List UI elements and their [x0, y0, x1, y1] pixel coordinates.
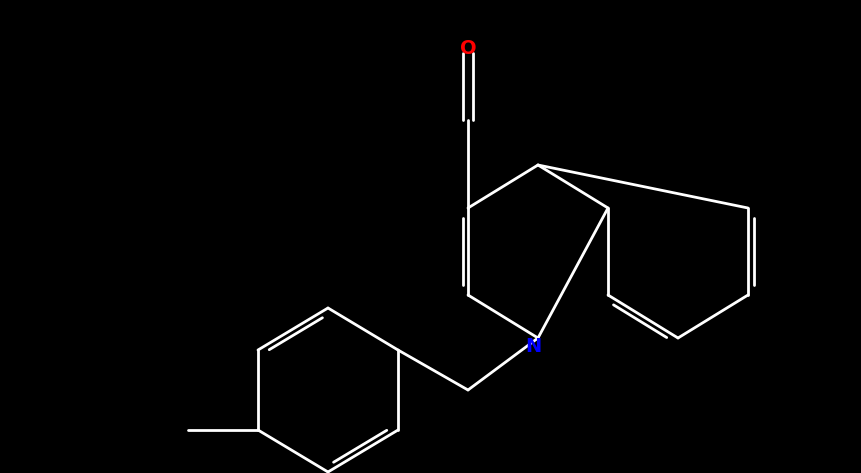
- Text: O: O: [460, 38, 476, 58]
- Text: N: N: [525, 336, 541, 356]
